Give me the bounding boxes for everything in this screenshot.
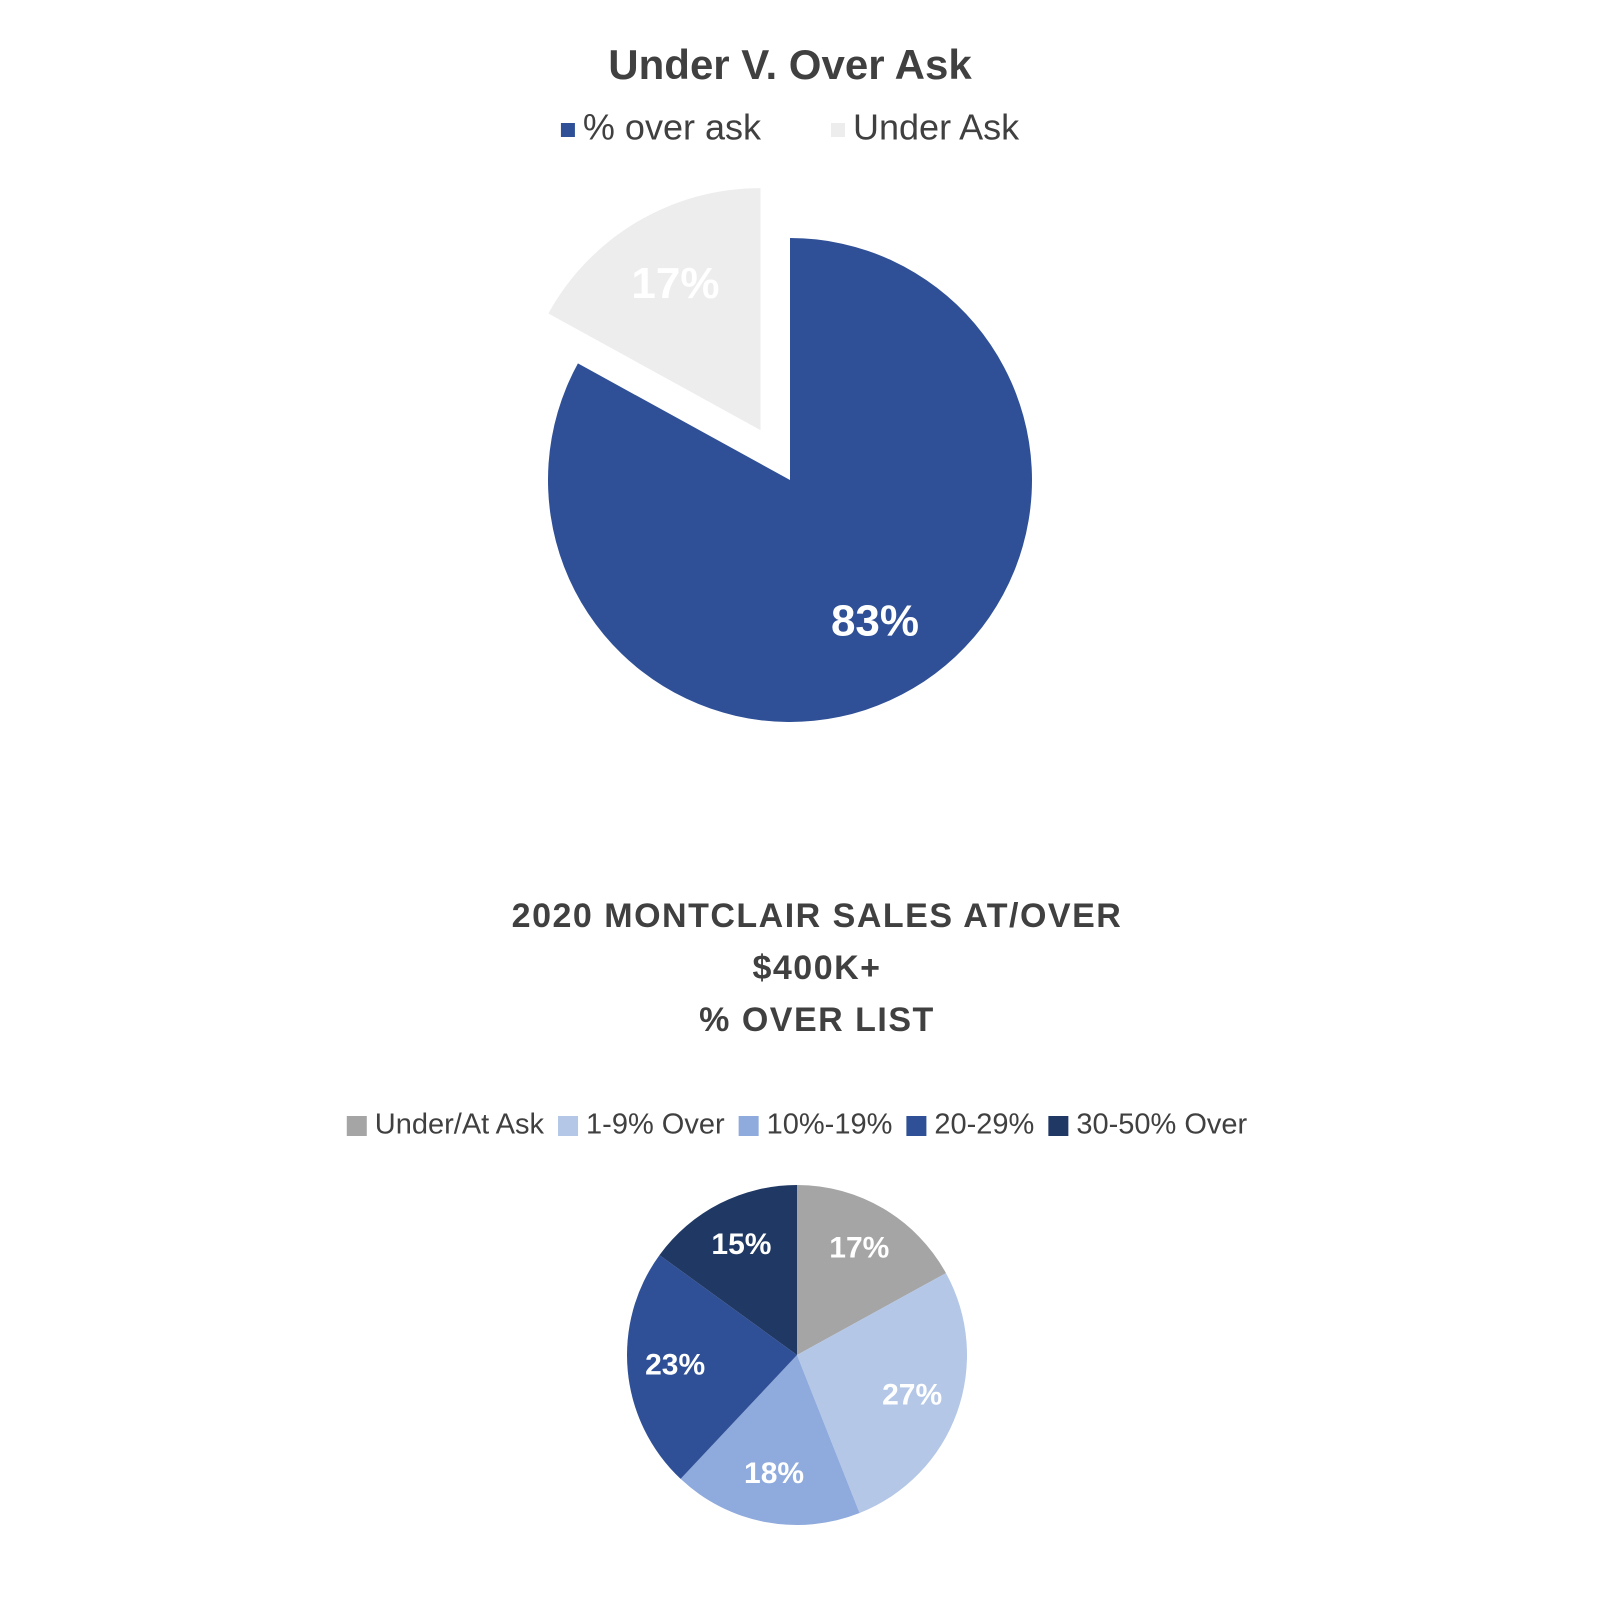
pie-slice: [797, 1185, 946, 1355]
legend: % over ask Under Ask: [560, 107, 1020, 148]
chart-title: Under V. Over Ask: [608, 41, 972, 88]
legend-label: 20-29%: [934, 1109, 1034, 1141]
legend: Under/At Ask 1-9% Over 10%-19% 20-29% 30-50%…: [346, 1109, 1248, 1141]
legend-swatch: [831, 123, 845, 137]
legend-label: % over ask: [583, 107, 762, 148]
legend-swatch: [906, 1116, 927, 1136]
data-label: 18%: [744, 1457, 804, 1490]
data-label: 15%: [711, 1228, 771, 1261]
legend-label: 1-9% Over: [586, 1109, 725, 1141]
legend-swatch: [346, 1116, 367, 1136]
pie-slice: [548, 188, 761, 431]
legend-swatch: [558, 1116, 579, 1136]
chart-title: % OVER LIST: [699, 1001, 935, 1039]
data-label: 27%: [882, 1378, 942, 1411]
data-label: 83%: [831, 596, 919, 645]
legend-swatch: [738, 1116, 759, 1136]
chart-title: 2020 MONTCLAIR SALES AT/OVER: [512, 897, 1123, 935]
data-label: 23%: [645, 1348, 705, 1381]
pie-slice: [659, 1185, 797, 1355]
pie-slice: [797, 1273, 967, 1514]
chart-title: $400K+: [752, 949, 881, 987]
legend-label: 10%-19%: [767, 1109, 893, 1141]
pie-slice: [547, 238, 1032, 722]
legend-swatch: [560, 123, 575, 137]
data-label: 17%: [631, 259, 719, 308]
legend-label: 30-50% Over: [1076, 1109, 1247, 1141]
data-label: 17%: [829, 1232, 889, 1265]
legend-label: Under/At Ask: [375, 1109, 545, 1141]
legend-label: Under Ask: [853, 107, 1020, 148]
legend-swatch: [1048, 1116, 1069, 1136]
pie-slice: [627, 1255, 797, 1479]
pie-slice: [680, 1355, 860, 1525]
